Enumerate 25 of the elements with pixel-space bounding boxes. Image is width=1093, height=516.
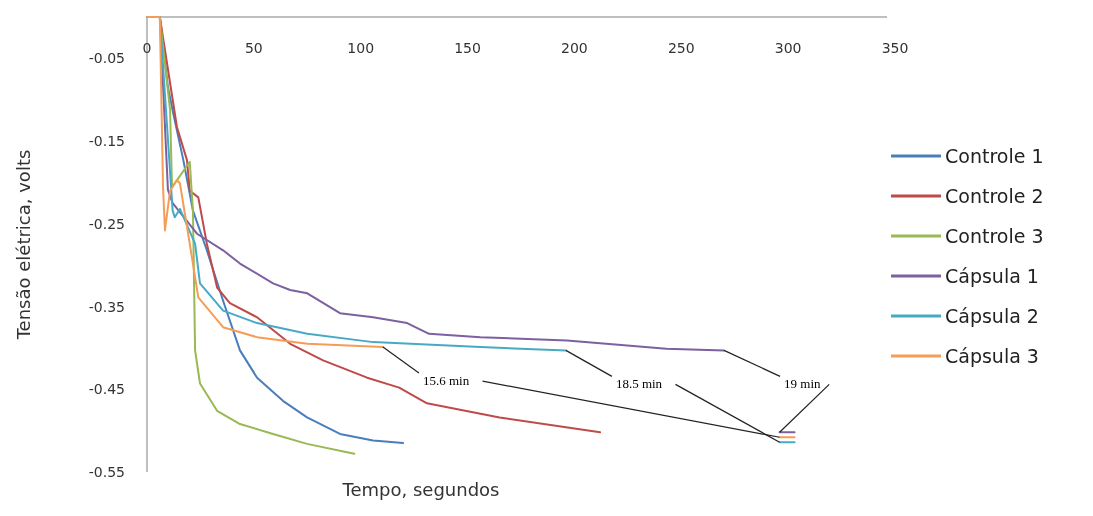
legend-label: Controle 3 [945,225,1044,247]
x-tick-label: 350 [881,40,909,56]
x-axis-title: Tempo, segundos [341,479,500,500]
x-tick-label: 50 [244,40,263,56]
annotation: 19 min [784,376,821,392]
x-tick-label: 0 [142,40,152,56]
x-tick-label: 300 [774,40,802,56]
x-tick-label: 150 [454,40,481,56]
annotation: 15.6 min [422,373,470,389]
x-tick-label: 250 [667,40,695,56]
y-tick-label: -0.15 [88,133,125,150]
y-tick-label: -0.35 [88,298,125,315]
y-tick-label: -0.25 [88,215,125,232]
legend-label: Controle 1 [945,145,1044,167]
y-tick-label: -0.05 [88,50,125,67]
legend-label: Cápsula 2 [945,305,1039,327]
annotation: 18.5 min [615,376,663,392]
legend-label: Cápsula 3 [945,345,1039,367]
y-tick-label: -0.45 [88,381,125,398]
legend-label: Controle 2 [945,185,1044,207]
legend-label: Cápsula 1 [945,265,1039,287]
x-tick-label: 100 [347,40,375,56]
y-axis-title: Tensão elétrica, volts [13,149,34,341]
x-tick-label: 200 [561,40,588,56]
y-tick-label: -0.55 [88,464,125,480]
